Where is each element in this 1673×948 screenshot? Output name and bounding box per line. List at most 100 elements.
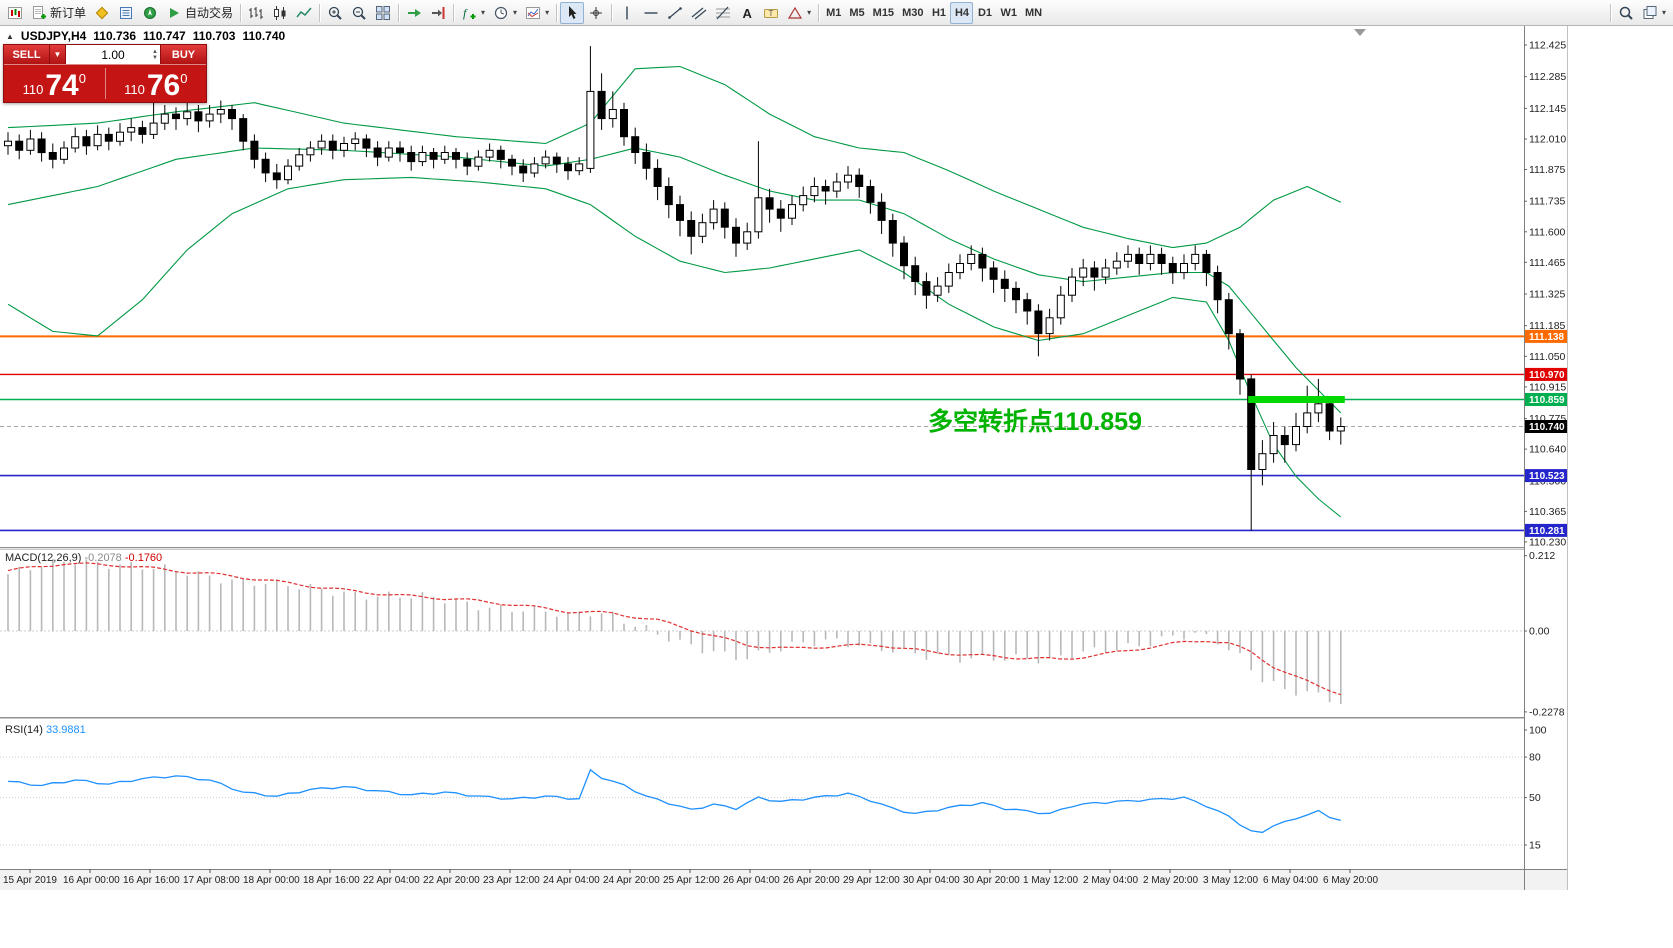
svg-text:111.875: 111.875 bbox=[1529, 164, 1566, 176]
tf-m5[interactable]: M5 bbox=[845, 2, 868, 24]
svg-text:111.600: 111.600 bbox=[1529, 226, 1566, 238]
svg-text:0.212: 0.212 bbox=[1529, 550, 1555, 562]
periods-icon bbox=[493, 5, 509, 21]
trendline-button[interactable] bbox=[663, 2, 687, 24]
tf-h4-label: H4 bbox=[954, 6, 969, 19]
market-watch-icon bbox=[118, 5, 134, 21]
svg-text:22 Apr 04:00: 22 Apr 04:00 bbox=[363, 875, 420, 886]
crosshair-button[interactable] bbox=[584, 2, 608, 24]
chart-shift-button[interactable] bbox=[426, 2, 450, 24]
price-chart-canvas: 15 Apr 2019 16 Apr 00:00 16 Apr 16:00 17 Ap… bbox=[0, 26, 1568, 890]
price-label-110.970: 110.970 bbox=[1525, 367, 1567, 381]
buy-button[interactable]: BUY bbox=[160, 45, 206, 64]
price-divider bbox=[104, 68, 106, 99]
tf-m1[interactable]: M1 bbox=[822, 2, 845, 24]
vertical-line-button[interactable] bbox=[615, 2, 639, 24]
candlestick-chart-button[interactable] bbox=[268, 2, 292, 24]
market-watch-button[interactable] bbox=[114, 2, 138, 24]
collapse-trade-panel-icon[interactable]: ▲ bbox=[6, 31, 14, 41]
svg-text:T: T bbox=[769, 9, 774, 18]
toolbar-separator bbox=[240, 3, 242, 22]
fibonacci-icon bbox=[715, 5, 731, 21]
svg-text:16 Apr 16:00: 16 Apr 16:00 bbox=[123, 875, 180, 886]
autotrading-button-label: 自动交易 bbox=[185, 6, 234, 20]
toolbar-separator bbox=[611, 3, 613, 22]
tf-m15-label: M15 bbox=[872, 6, 895, 19]
tf-m30-label: M30 bbox=[902, 6, 924, 19]
svg-text:50: 50 bbox=[1529, 792, 1541, 804]
text-button[interactable]: A bbox=[735, 2, 759, 24]
svg-text:18 Apr 16:00: 18 Apr 16:00 bbox=[303, 875, 360, 886]
chart-shift-marker[interactable] bbox=[1354, 29, 1366, 36]
templates-button[interactable]: ▾ bbox=[521, 2, 553, 24]
tf-h1[interactable]: H1 bbox=[927, 2, 950, 24]
charts-profile-button[interactable] bbox=[90, 2, 114, 24]
periods-button[interactable]: ▾ bbox=[489, 2, 521, 24]
svg-text:112.145: 112.145 bbox=[1529, 103, 1566, 115]
svg-text:22 Apr 20:00: 22 Apr 20:00 bbox=[423, 875, 480, 886]
tf-mn-label: MN bbox=[1024, 6, 1043, 19]
toolbar-separator bbox=[818, 3, 820, 22]
volume-spinner[interactable]: ▲ ▼ bbox=[152, 48, 158, 61]
horizontal-line-button[interactable] bbox=[639, 2, 663, 24]
new-chart-button[interactable] bbox=[3, 2, 27, 24]
new-window-button[interactable]: ▾ bbox=[1638, 2, 1670, 24]
tf-m15[interactable]: M15 bbox=[869, 2, 898, 24]
tf-mn[interactable]: MN bbox=[1021, 2, 1046, 24]
order-type-dropdown[interactable]: ▼ bbox=[50, 45, 66, 64]
tile-windows-button[interactable] bbox=[371, 2, 395, 24]
price-scale[interactable]: 112.425 112.285 112.145 112.010 111.875 111.7… bbox=[1524, 26, 1568, 890]
bar-chart-button[interactable] bbox=[244, 2, 268, 24]
price-label-110.523: 110.523 bbox=[1525, 469, 1567, 483]
autotrading-button[interactable]: 自动交易 bbox=[162, 2, 237, 24]
trendline-icon bbox=[667, 5, 683, 21]
sell-button[interactable]: SELL bbox=[4, 45, 50, 64]
toolbar-separator bbox=[453, 3, 455, 22]
new-order-button[interactable]: 新订单 bbox=[27, 2, 90, 24]
tile-windows-icon bbox=[375, 5, 391, 21]
svg-text:30 Apr 04:00: 30 Apr 04:00 bbox=[903, 875, 960, 886]
label-button[interactable]: T bbox=[759, 2, 783, 24]
cursor-button[interactable] bbox=[560, 1, 585, 24]
buy-price[interactable]: 110 76 0 bbox=[124, 69, 188, 102]
new-window-icon bbox=[1642, 5, 1658, 21]
sell-price[interactable]: 110 74 0 bbox=[22, 69, 86, 102]
volume-input[interactable]: 1.00 ▲ ▼ bbox=[66, 45, 160, 64]
auto-scroll-button[interactable] bbox=[402, 2, 426, 24]
tf-m30[interactable]: M30 bbox=[898, 2, 927, 24]
green-level-segment[interactable] bbox=[1248, 396, 1345, 403]
horizontal-line-icon bbox=[643, 5, 659, 21]
zoom-in-button[interactable] bbox=[323, 2, 347, 24]
chart-window: 15 Apr 2019 16 Apr 00:00 16 Apr 16:00 17 Ap… bbox=[0, 26, 1673, 948]
fibonacci-button[interactable] bbox=[711, 2, 735, 24]
zoom-out-button[interactable] bbox=[347, 2, 371, 24]
tf-d1[interactable]: D1 bbox=[973, 2, 996, 24]
channel-button[interactable] bbox=[687, 2, 711, 24]
one-click-trading-panel: SELL ▼ 1.00 ▲ ▼ BUY 110 74 0 110 76 0 bbox=[3, 44, 207, 103]
dropdown-caret-icon: ▾ bbox=[1661, 8, 1666, 17]
svg-text:16 Apr 00:00: 16 Apr 00:00 bbox=[63, 875, 120, 886]
indicators-button[interactable]: f ▾ bbox=[457, 2, 489, 24]
tf-w1-label: W1 bbox=[1000, 6, 1017, 19]
navigator-button[interactable] bbox=[138, 2, 162, 24]
bar-high: 110.747 bbox=[143, 29, 186, 43]
bar-close: 110.740 bbox=[242, 29, 286, 43]
macd-label: MACD(12,26,9) -0.2078 -0.1760 bbox=[5, 552, 163, 564]
svg-text:2 May 04:00: 2 May 04:00 bbox=[1083, 875, 1138, 886]
svg-text:0.00: 0.00 bbox=[1529, 626, 1550, 638]
charts-profile-icon bbox=[94, 5, 110, 21]
svg-text:110.281: 110.281 bbox=[1529, 526, 1565, 537]
svg-text:18 Apr 00:00: 18 Apr 00:00 bbox=[243, 875, 300, 886]
tf-w1[interactable]: W1 bbox=[996, 2, 1021, 24]
candles bbox=[4, 46, 1345, 531]
line-chart-button[interactable] bbox=[292, 2, 316, 24]
shapes-button[interactable]: ▾ bbox=[783, 2, 815, 24]
svg-text:111.465: 111.465 bbox=[1529, 257, 1566, 269]
tf-h4[interactable]: H4 bbox=[950, 1, 974, 24]
templates-icon bbox=[525, 5, 541, 21]
search-button[interactable] bbox=[1614, 2, 1638, 24]
time-axis[interactable]: 15 Apr 2019 16 Apr 00:00 16 Apr 16:00 17 Ap… bbox=[0, 869, 1568, 890]
vertical-line-icon bbox=[619, 5, 635, 21]
toolbar-separator bbox=[556, 3, 558, 22]
svg-text:110.230: 110.230 bbox=[1529, 536, 1566, 548]
